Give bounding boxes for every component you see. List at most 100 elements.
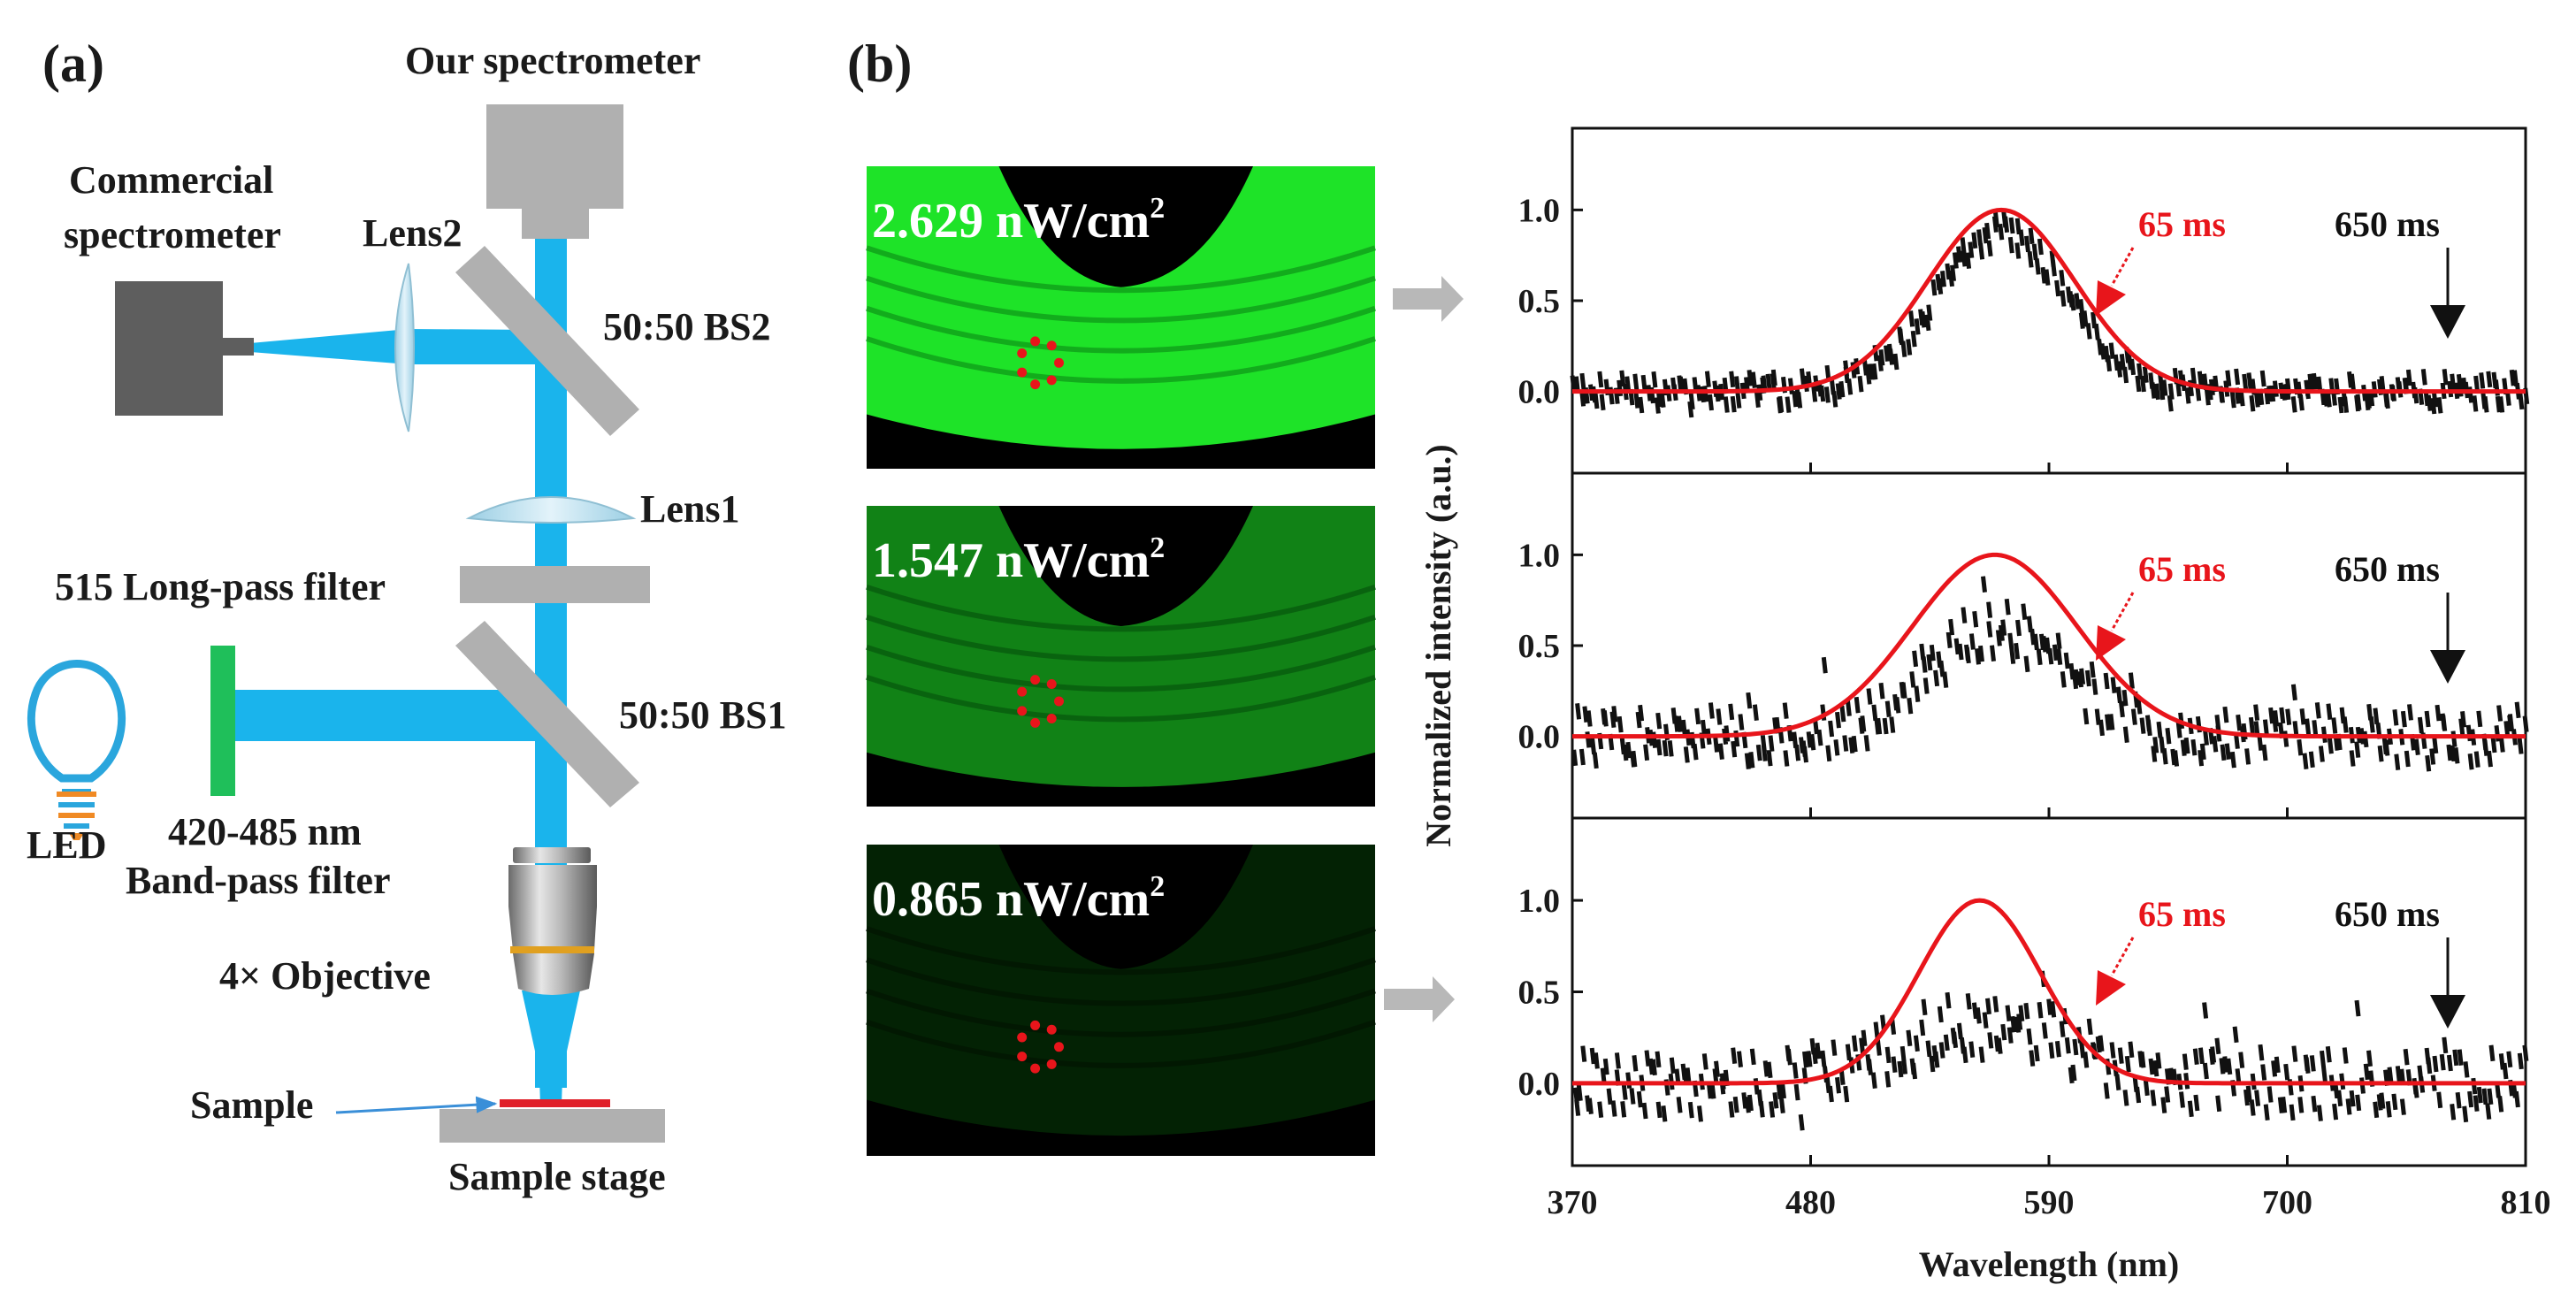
measured-spectrum [1570, 210, 2530, 418]
bandpass-filter-plate [210, 646, 235, 796]
data-annotation-arrowhead [2430, 650, 2465, 684]
spectrum-subplot: 1.0 0.5 0.0 65 ms 650 ms [1518, 816, 2529, 1167]
bandpass-label-line2: Band-pass filter [126, 859, 390, 902]
excitation-beam [234, 690, 553, 741]
roi-dot [1054, 357, 1064, 368]
tissue-layer [866, 245, 1376, 294]
fit-annotation-arrowhead [2096, 280, 2126, 316]
link-arrows [1384, 276, 1464, 1022]
sample-stage-label: Sample stage [448, 1155, 666, 1198]
tissue-region [867, 506, 1375, 787]
x-tick-label: 480 [1785, 1184, 1836, 1221]
objective-label: 4× Objective [219, 954, 431, 998]
lumen-region [998, 506, 1253, 626]
roi-dot [1054, 696, 1064, 707]
measured-spectrum [1571, 576, 2529, 772]
tissue-layer [866, 614, 1376, 662]
our-spectrometer-label: Our spectrometer [405, 39, 700, 82]
roi-dot [1030, 336, 1041, 347]
data-annotation-label: 650 ms [2335, 894, 2440, 934]
fit-annotation-arrowhead [2096, 625, 2126, 661]
x-tick-label: 700 [2262, 1184, 2312, 1221]
power-density-label: 0.865 nW/cm2 [872, 870, 1165, 927]
lumen-region [998, 166, 1253, 287]
roi-dot [1017, 367, 1028, 378]
lens1: Lens1 [465, 487, 739, 531]
fit-annotation-label: 65 ms [2138, 204, 2226, 244]
objective-band [510, 946, 594, 953]
beam-splitter-2: 50:50 BS2 [455, 246, 770, 436]
tissue-layer [866, 957, 1376, 1006]
tissue-layer [866, 1019, 1376, 1068]
fluorescence-image: 1.547 nW/cm2 [866, 506, 1376, 807]
y-tick-label: 0.5 [1518, 628, 1561, 665]
data-annotation-label: 650 ms [2335, 549, 2440, 589]
spectrum-subplot: 1.0 0.5 0.0 65 ms 650 ms [1518, 471, 2529, 820]
roi-dot [1046, 340, 1057, 351]
sample-stage-plate [440, 1109, 665, 1143]
roi-dot [1030, 717, 1041, 728]
tissue-layer [866, 926, 1376, 975]
panel-a: (a) Our spectrometer Commercial spectrom… [27, 34, 786, 1198]
fluorescence-image: 0.865 nW/cm2 [866, 845, 1376, 1156]
objective-lens: 4× Objective [219, 847, 597, 998]
longpass-label: 515 Long-pass filter [55, 565, 386, 608]
bs1-plate [455, 621, 639, 807]
plot-frame [1571, 126, 2527, 475]
roi-dot [1017, 706, 1028, 716]
roi-dot [1054, 1042, 1064, 1052]
commercial-spectrometer: Commercial spectrometer [64, 158, 281, 416]
tissue-layer [866, 336, 1376, 384]
our-spectrometer: Our spectrometer [405, 39, 700, 239]
lens2-shape [394, 263, 415, 432]
commercial-label-line2: spectrometer [64, 213, 281, 256]
superscript: 2 [1150, 870, 1165, 903]
y-tick-label: 0.0 [1518, 719, 1561, 756]
x-tick-label: 590 [2024, 1184, 2075, 1221]
beam-splitter-1: 50:50 BS1 [455, 621, 786, 807]
roi-dot [1046, 678, 1057, 689]
roi-dot [1017, 1032, 1028, 1043]
y-tick-label: 1.0 [1518, 537, 1561, 574]
commercial-label-line1: Commercial [69, 158, 273, 202]
roi-dot [1017, 348, 1028, 358]
tissue-layer [866, 674, 1376, 723]
fit-annotation-label: 65 ms [2138, 894, 2226, 934]
fit-annotation-line [2110, 937, 2135, 976]
roi-dot [1030, 675, 1041, 685]
lens1-shape [465, 496, 637, 524]
measured-spectrum [1572, 970, 2529, 1131]
x-tick-label: 810 [2501, 1184, 2551, 1221]
power-density-label: 1.547 nW/cm2 [872, 532, 1165, 588]
x-axis-title: Wavelength (nm) [1919, 1244, 2179, 1284]
roi-dot [1017, 1052, 1028, 1062]
roi-dot [1017, 686, 1028, 697]
bandpass-filter: 420-485 nm Band-pass filter [126, 646, 390, 902]
panel-b: (b) 2.629 nW/cm2 1.547 nW/cm2 0.865 nW/cm2… [847, 34, 2551, 1284]
tissue-layer [866, 584, 1376, 632]
fit-annotation-line [2110, 592, 2135, 631]
fluorescence-image: 2.629 nW/cm2 [866, 166, 1376, 469]
sample-label: Sample [190, 1083, 313, 1127]
fit-annotation-label: 65 ms [2138, 549, 2226, 589]
y-tick-label: 1.0 [1518, 192, 1561, 229]
superscript: 2 [1150, 532, 1165, 564]
longpass-filter: 515 Long-pass filter [55, 565, 650, 608]
fit-annotation-line [2110, 247, 2135, 287]
y-axis-title: Normalized intensity (a.u.) [1418, 444, 1458, 847]
commercial-spectrometer-port [223, 338, 254, 356]
lens2-label: Lens2 [363, 211, 462, 255]
our-spectrometer-body [486, 104, 623, 209]
y-tick-label: 1.0 [1518, 883, 1561, 920]
superscript: 2 [1150, 192, 1165, 225]
sample-pointer-arrow [335, 1096, 498, 1114]
y-tick-label: 0.5 [1518, 283, 1561, 320]
tissue-region [867, 166, 1375, 449]
longpass-filter-plate [460, 566, 650, 603]
y-tick-label: 0.0 [1518, 374, 1561, 411]
roi-dot [1046, 714, 1057, 724]
bs2-plate [455, 246, 639, 436]
sample-assembly: Sample Sample stage [190, 1083, 666, 1198]
bs2-label: 50:50 BS2 [603, 305, 770, 348]
